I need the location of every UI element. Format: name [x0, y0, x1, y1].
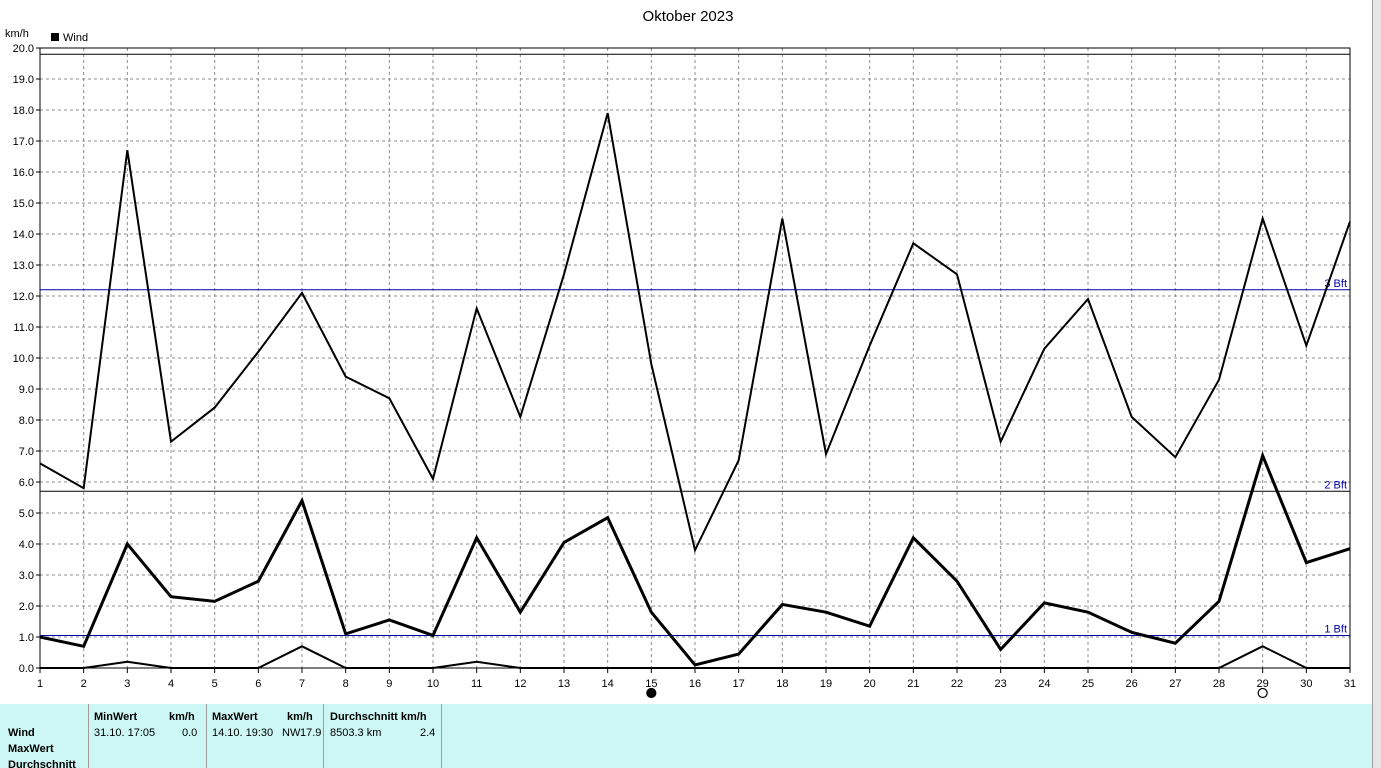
x-tick-label: 24: [1038, 678, 1050, 690]
min-header: MinWert: [94, 711, 138, 723]
x-tick-label: 2: [81, 678, 87, 690]
avg-value: 2.4: [420, 727, 436, 739]
x-tick-label: 12: [514, 678, 526, 690]
y-tick-label: 17.0: [13, 136, 34, 148]
column-divider: [88, 704, 89, 768]
avg-header: Durchschnitt km/h: [330, 711, 427, 723]
x-tick-label: 27: [1169, 678, 1181, 690]
x-tick-label: 5: [212, 678, 218, 690]
x-tick-label: 31: [1344, 678, 1356, 690]
max-timestamp: 14.10. 19:30: [212, 727, 274, 739]
series-line-minwert: [40, 645, 1350, 669]
max-direction: NW: [282, 727, 301, 739]
y-tick-label: 7.0: [19, 446, 34, 458]
y-tick-label: 11.0: [13, 322, 34, 334]
x-tick-label: 15: [645, 678, 657, 690]
x-tick-label: 1: [37, 678, 43, 690]
x-tick-label: 16: [689, 678, 701, 690]
y-tick-label: 19.0: [13, 74, 34, 86]
y-tick-label: 3.0: [19, 570, 34, 582]
min-unit: km/h: [169, 711, 195, 723]
x-tick-label: 30: [1300, 678, 1312, 690]
row-label-wind: Wind: [8, 727, 35, 739]
x-tick-label: 3: [124, 678, 130, 690]
y-axis-unit-label: km/h: [5, 28, 29, 40]
y-tick-label: 1.0: [19, 632, 34, 644]
x-tick-label: 4: [168, 678, 174, 690]
max-header: MaxWert: [212, 711, 258, 723]
x-tick-label: 14: [602, 678, 614, 690]
x-tick-label: 9: [386, 678, 392, 690]
x-tick-label: 20: [864, 678, 876, 690]
max-value: 17.9: [300, 727, 322, 739]
y-tick-label: 18.0: [13, 105, 34, 117]
min-timestamp: 31.10. 17:05: [94, 727, 156, 739]
x-tick-label: 10: [427, 678, 439, 690]
y-tick-label: 20.0: [13, 43, 34, 55]
y-tick-label: 14.0: [13, 229, 34, 241]
x-tick-label: 25: [1082, 678, 1094, 690]
column-divider: [441, 704, 442, 768]
x-tick-label: 18: [776, 678, 788, 690]
column-divider: [323, 704, 324, 768]
x-tick-label: 23: [995, 678, 1007, 690]
x-tick-label: 8: [343, 678, 349, 690]
y-tick-label: 5.0: [19, 508, 34, 520]
x-tick-label: 7: [299, 678, 305, 690]
reference-line-label: 1 Bft: [1324, 623, 1347, 635]
y-tick-label: 0.0: [19, 663, 34, 675]
legend-label: Wind: [63, 32, 88, 44]
full-moon-marker: [1257, 687, 1268, 699]
x-tick-label: 11: [471, 678, 482, 690]
series-line-maxwert: [39, 112, 1351, 554]
y-tick-label: 4.0: [19, 539, 34, 551]
avg-distance: 8503.3 km: [330, 727, 382, 739]
y-tick-label: 8.0: [19, 415, 34, 427]
x-tick-label: 28: [1213, 678, 1225, 690]
statistics-panel: Wind MaxWert Durchschnitt MinWert km/h 3…: [0, 704, 1372, 768]
window-edge: [1372, 0, 1381, 768]
x-tick-label: 19: [820, 678, 832, 690]
column-divider: [206, 704, 207, 768]
legend-swatch: [51, 33, 59, 41]
y-tick-label: 16.0: [13, 167, 34, 179]
chart-title: Oktober 2023: [643, 8, 734, 25]
y-tick-label: 10.0: [13, 353, 34, 365]
x-tick-label: 29: [1257, 678, 1269, 690]
y-tick-label: 12.0: [13, 291, 34, 303]
reference-line-label: 2 Bft: [1324, 479, 1347, 491]
x-tick-label: 17: [733, 678, 745, 690]
row-label-maxwert: MaxWert: [8, 743, 54, 755]
series-line-durchschnitt: [39, 451, 1351, 667]
x-tick-label: 21: [907, 678, 919, 690]
y-tick-label: 15.0: [13, 198, 34, 210]
x-tick-label: 6: [255, 678, 261, 690]
y-tick-label: 9.0: [19, 384, 34, 396]
x-tick-label: 26: [1126, 678, 1138, 690]
x-tick-label: 22: [951, 678, 963, 690]
new-moon-marker: [646, 687, 657, 699]
wind-chart: Oktober 2023 km/h Wind 0.0 1.0 2.0 3.0 4.0 5.…: [5, 8, 1356, 699]
x-tick-label: 13: [558, 678, 570, 690]
min-value: 0.0: [182, 727, 198, 739]
row-label-durchschnitt: Durchschnitt: [8, 759, 76, 768]
plot-area: 0.01.02.03.04.05.06.07.08.09.010.011.012…: [13, 43, 1356, 699]
y-tick-label: 2.0: [19, 601, 34, 613]
y-tick-label: 13.0: [13, 260, 34, 272]
y-tick-label: 6.0: [19, 477, 34, 489]
max-unit: km/h: [287, 711, 313, 723]
